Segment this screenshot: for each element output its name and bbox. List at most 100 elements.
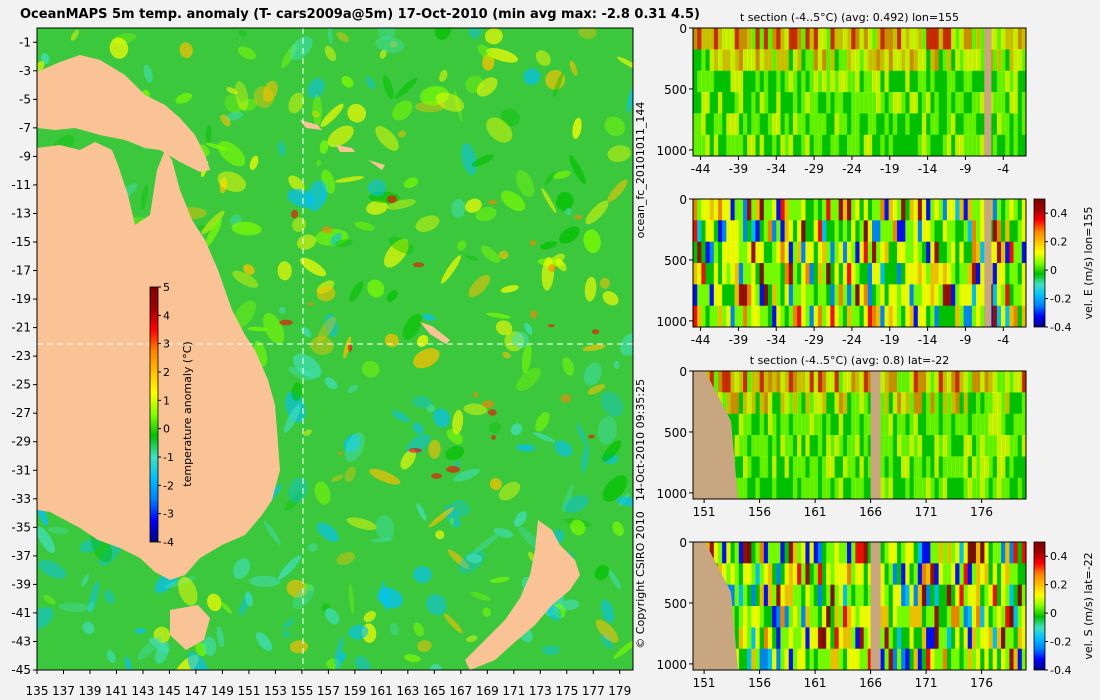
map-y-tick-label: -19 <box>11 292 31 306</box>
t-section-lat-22-x-tick-label: 171 <box>915 505 938 519</box>
map-y-tick-label: -11 <box>11 178 31 192</box>
map-x-tick-label: 153 <box>264 684 287 698</box>
vel-e-section-colorbar <box>1033 198 1046 328</box>
map-x-ticks: 135 137 139 141 143 145 147 149 151 153 155 157 159 1… <box>26 670 631 698</box>
t-section-lon155-x-tick-label: -4 <box>997 162 1009 176</box>
vel-s-section-x-tick-label: 166 <box>859 676 882 690</box>
map-y-tick-label: -9 <box>19 149 31 163</box>
vel-s-section-colorbar-tick-label: 0 <box>1050 607 1057 620</box>
vel-s-section-x-tick-label: 156 <box>748 676 771 690</box>
map-x-tick-label: 161 <box>370 684 393 698</box>
vel-e-section-frame <box>692 198 1027 328</box>
map-x-tick-label: 163 <box>396 684 419 698</box>
new-guinea-land <box>37 55 210 172</box>
t-section-lon155-y-tick-label: 1000 <box>656 144 687 158</box>
vel-e-section-field <box>693 199 1026 327</box>
t-section-lat-22-y-tick-label: 0 <box>679 365 687 379</box>
map-panel: 135 137 139 141 143 145 147 149 151 153 155 157 159 1… <box>11 27 634 698</box>
map-x-tick-label: 169 <box>476 684 499 698</box>
map-colorbar-tick-label: 4 <box>163 309 170 322</box>
forecast-id-text: ocean_fc_20101011_144 <box>634 102 647 239</box>
map-colorbar-tick-label: -4 <box>163 536 174 549</box>
t-section-lat-22-title: t section (-4..5°C) (avg: 0.8) lat=-22 <box>750 354 949 367</box>
vel-e-section-x-tick-label: -14 <box>918 333 938 347</box>
map-y-tick-label: -23 <box>11 349 31 363</box>
t-section-lon155-panel: -44 -39 -34 -29 -24 -19 -14 -9 -4 0 500 1000 t secti… <box>656 11 1027 176</box>
map-colorbar-tick-label: 1 <box>163 394 170 407</box>
t-section-lon155-title: t section (-4..5°C) (avg: 0.492) lon=155 <box>740 11 959 24</box>
map-colorbar-tick-label: 2 <box>163 366 170 379</box>
vel-e-section-colorbar-tick-label: -0.4 <box>1050 321 1071 334</box>
map-x-tick-label: 177 <box>582 684 605 698</box>
map-land <box>37 55 580 670</box>
t-section-lat-22-x-tick-label: 156 <box>748 505 771 519</box>
map-x-tick-label: 175 <box>555 684 578 698</box>
vel-s-section-land-slope <box>693 542 738 670</box>
vel-s-section-land-strip <box>870 542 881 670</box>
map-colorbar-tick-label: 3 <box>163 338 170 351</box>
vel-e-section-land-strip <box>984 199 992 327</box>
copyright-text: © Copyright CSIRO 2010 <box>634 511 647 648</box>
map-x-tick-label: 157 <box>317 684 340 698</box>
vel-s-section-field <box>693 542 1026 670</box>
t-section-lat-22-field <box>693 371 1026 499</box>
map-y-tick-label: -17 <box>11 264 31 278</box>
t-section-lon155-x-tick-label: -29 <box>804 162 824 176</box>
section-panels: -44 -39 -34 -29 -24 -19 -14 -9 -4 0 500 1000 t secti… <box>656 11 1095 690</box>
vel-e-section-colorbar-label: vel. E (m/s) lon=155 <box>1082 207 1095 320</box>
vel-e-section-x-tick-label: -44 <box>691 333 711 347</box>
vel-s-section-colorbar-label: vel. S (m/s) lat=-22 <box>1082 552 1095 659</box>
t-section-lat-22-y-tick-label: 1000 <box>656 487 687 501</box>
vel-e-section-x-tick-label: -4 <box>997 333 1009 347</box>
map-y-tick-label: -43 <box>11 634 31 648</box>
map-x-tick-label: 145 <box>158 684 181 698</box>
t-section-lat-22-land-strip <box>870 371 881 499</box>
vel-s-section-frame <box>692 541 1027 671</box>
map-y-tick-label: -33 <box>11 492 31 506</box>
map-x-tick-label: 155 <box>290 684 313 698</box>
vel-e-section-colorbar-tick-label: -0.2 <box>1050 293 1071 306</box>
map-y-tick-label: -25 <box>11 378 31 392</box>
map-x-tick-label: 173 <box>529 684 552 698</box>
vel-e-section-panel: -44 -39 -34 -29 -24 -19 -14 -9 -4 0 500 1000 0.4 0.2 0… <box>656 193 1095 347</box>
t-section-lat-22-land-slope <box>693 371 738 499</box>
t-section-lat-22-x-tick-label: 166 <box>859 505 882 519</box>
vel-e-section-colorbar-tick-label: 0.2 <box>1050 236 1068 249</box>
vel-e-section-y-tick-label: 0 <box>679 193 687 207</box>
map-x-tick-label: 165 <box>423 684 446 698</box>
t-section-lat-22-x-tick-label: 161 <box>804 505 827 519</box>
t-section-lon155-x-tick-label: -44 <box>691 162 711 176</box>
vel-s-section-colorbar <box>1033 541 1046 671</box>
t-section-lon155-y-tick-label: 0 <box>679 22 687 36</box>
vel-s-section-x-tick-label: 161 <box>804 676 827 690</box>
vel-s-section-colorbar-tick-label: -0.2 <box>1050 636 1071 649</box>
vel-s-section-y-tick-label: 500 <box>664 597 687 611</box>
t-section-lon155-x-tick-label: -24 <box>842 162 862 176</box>
map-colorbar-tick-label: -1 <box>163 451 174 464</box>
t-section-lon155-x-tick-label: -39 <box>729 162 749 176</box>
new-zealand-land <box>465 520 580 670</box>
map-colorbar-label: temperature anomaly (°C) <box>181 341 194 486</box>
vel-e-section-x-tick-label: -34 <box>766 333 786 347</box>
map-x-tick-label: 179 <box>608 684 631 698</box>
map-x-tick-label: 151 <box>237 684 260 698</box>
t-section-lon155-x-tick-label: -9 <box>959 162 971 176</box>
map-x-tick-label: 171 <box>502 684 525 698</box>
map-y-ticks: -1 -3 -5 -7 -9 -11 -13 -15 -17 -19 -21 -23 -25 -27 -29… <box>11 35 37 677</box>
map-y-tick-label: -37 <box>11 549 31 563</box>
map-colorbar-tick-label: 0 <box>163 423 170 436</box>
map-y-tick-label: -21 <box>11 321 31 335</box>
t-section-lat-22-panel: 151 156 161 166 171 176 0 500 1000 t section (-4.… <box>656 354 1027 519</box>
map-x-tick-label: 147 <box>184 684 207 698</box>
vel-e-section-colorbar-tick-label: 0 <box>1050 264 1057 277</box>
map-y-tick-label: -15 <box>11 235 31 249</box>
map-y-tick-label: -13 <box>11 206 31 220</box>
t-section-lat-22-frame <box>692 370 1027 500</box>
t-section-lat-22-x-tick-label: 151 <box>693 505 716 519</box>
vel-e-section-x-tick-label: -9 <box>959 333 971 347</box>
map-x-tick-label: 135 <box>26 684 49 698</box>
new-caledonia-land <box>420 322 450 344</box>
figure-title: OceanMAPS 5m temp. anomaly (T- cars2009a… <box>20 7 700 22</box>
t-section-lat-22-x-tick-label: 176 <box>970 505 993 519</box>
